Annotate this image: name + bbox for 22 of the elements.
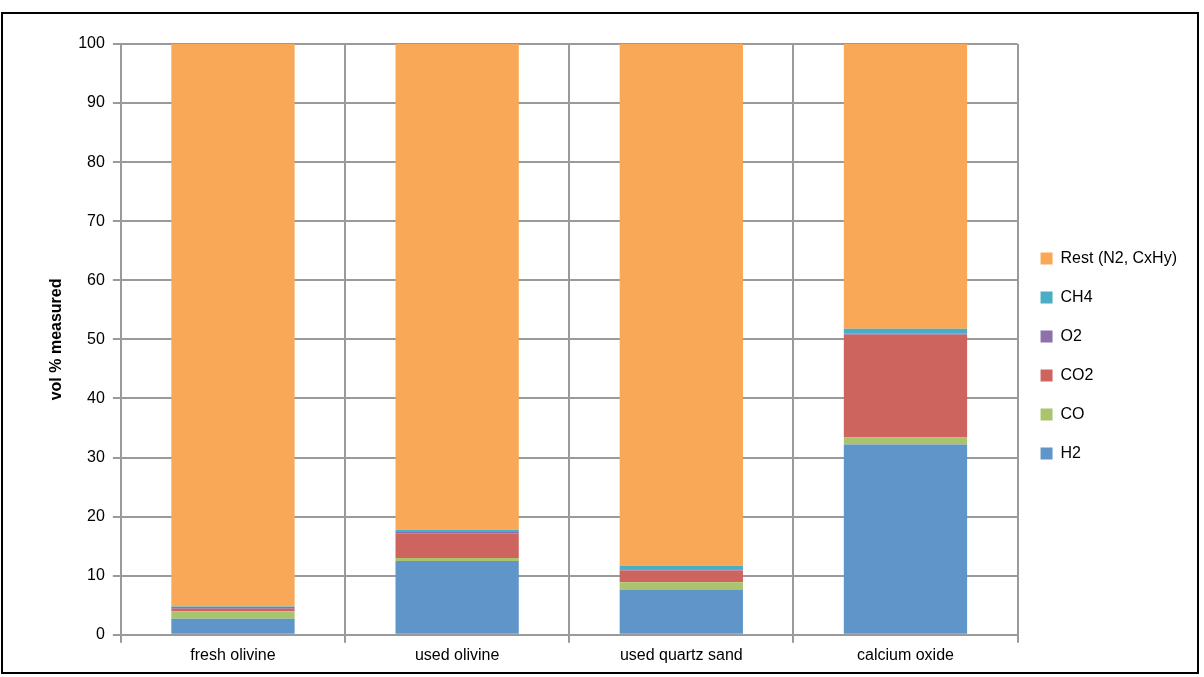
y-tick-label: 30	[87, 447, 105, 465]
legend-label: O2	[1060, 326, 1082, 344]
y-axis-title: vol % measured	[47, 278, 65, 401]
y-tick-label: 80	[87, 152, 105, 170]
x-tick-label: fresh olivine	[190, 645, 276, 663]
legend-label: CO2	[1060, 365, 1094, 383]
y-tick-label: 20	[87, 507, 105, 525]
y-tick-label: 50	[87, 329, 105, 347]
legend-label: CO	[1060, 404, 1085, 422]
y-tick-label: 10	[87, 566, 105, 584]
y-tick-label: 40	[87, 388, 105, 406]
y-tick-label: 60	[87, 270, 105, 288]
x-tick-label: used olivine	[414, 645, 500, 663]
y-tick-label: 100	[78, 34, 105, 52]
legend-label: Rest (N2, CxHy)	[1060, 248, 1177, 266]
y-tick-label: 0	[95, 625, 105, 643]
x-tick-label: used quartz sand	[619, 645, 743, 663]
y-tick-label: 70	[87, 211, 105, 229]
y-tick-label: 90	[87, 93, 105, 111]
legend-label: CH4	[1060, 287, 1093, 305]
legend-label: H2	[1060, 443, 1082, 461]
x-tick-label: calcium oxide	[857, 645, 955, 663]
